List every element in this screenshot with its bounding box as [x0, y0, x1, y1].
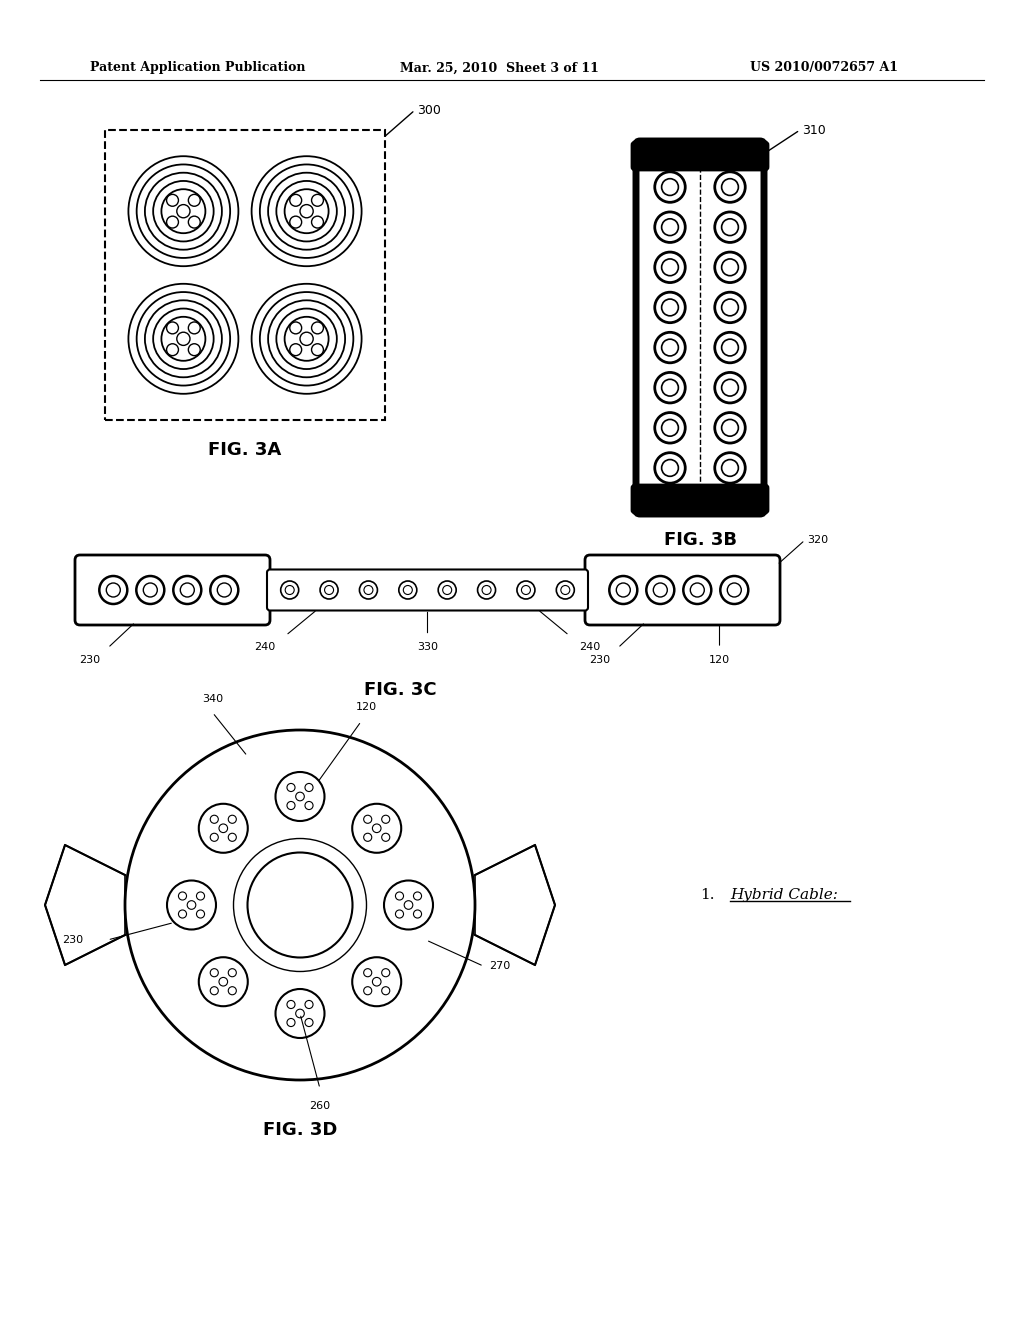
Text: 270: 270 [489, 961, 510, 972]
Text: 120: 120 [709, 655, 730, 665]
Text: FIG. 3B: FIG. 3B [664, 531, 736, 549]
FancyBboxPatch shape [632, 484, 768, 513]
Text: 230: 230 [589, 655, 610, 665]
FancyBboxPatch shape [75, 554, 270, 624]
Text: FIG. 3A: FIG. 3A [208, 441, 282, 459]
Text: 310: 310 [802, 124, 825, 136]
Text: 230: 230 [61, 935, 83, 945]
Text: 240: 240 [580, 643, 601, 652]
Text: 230: 230 [79, 655, 99, 665]
Text: 330: 330 [417, 643, 438, 652]
FancyBboxPatch shape [585, 554, 780, 624]
FancyBboxPatch shape [267, 569, 588, 610]
Text: Mar. 25, 2010  Sheet 3 of 11: Mar. 25, 2010 Sheet 3 of 11 [400, 62, 599, 74]
Text: Hybrid Cable:: Hybrid Cable: [730, 888, 838, 902]
Text: FIG. 3D: FIG. 3D [263, 1121, 337, 1139]
Text: 260: 260 [309, 1101, 331, 1111]
FancyBboxPatch shape [105, 129, 385, 420]
FancyBboxPatch shape [632, 143, 768, 170]
Text: US 2010/0072657 A1: US 2010/0072657 A1 [750, 62, 898, 74]
Text: 320: 320 [807, 535, 828, 545]
Text: 300: 300 [417, 103, 441, 116]
Text: 340: 340 [202, 694, 223, 704]
Text: 1.: 1. [700, 888, 715, 902]
Text: 120: 120 [356, 702, 377, 713]
Text: Patent Application Publication: Patent Application Publication [90, 62, 305, 74]
Text: 240: 240 [254, 643, 275, 652]
FancyBboxPatch shape [636, 141, 764, 513]
Text: FIG. 3C: FIG. 3C [364, 681, 436, 700]
